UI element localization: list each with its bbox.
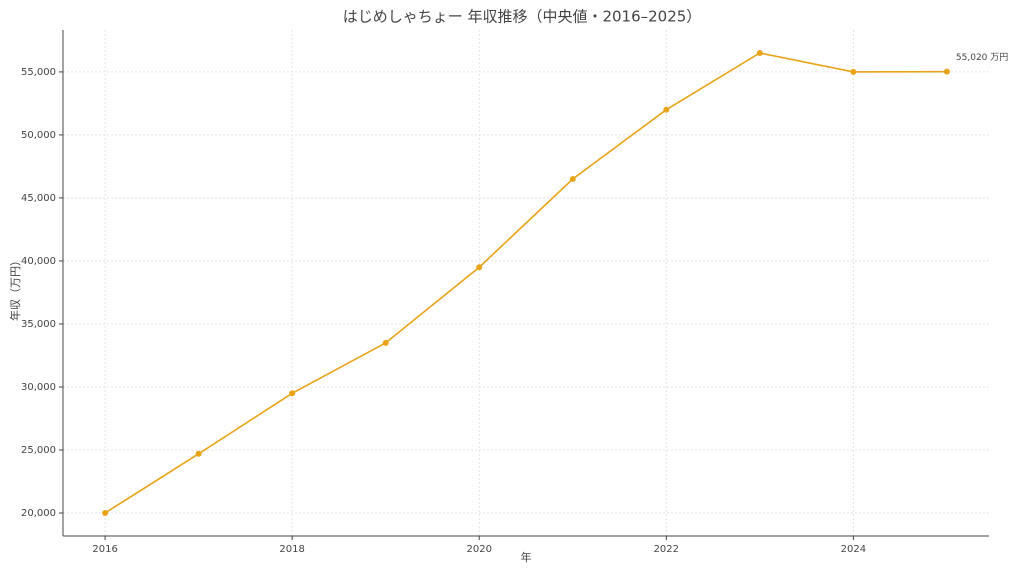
y-tick-label: 30,000 [21,382,56,393]
data-point [382,339,389,346]
data-point [943,68,950,75]
y-tick-label: 35,000 [21,319,56,330]
y-axis-label: 年収（万円） [8,255,22,321]
data-point [663,106,670,113]
chart-title: はじめしゃちょー 年収推移（中央値・2016–2025） [343,8,702,26]
data-point [850,68,857,75]
x-tick-label: 2024 [841,544,866,555]
data-point [756,50,763,56]
x-tick-label: 2018 [279,544,304,555]
data-label: 55,020 万円 [956,52,1008,63]
x-tick-label: 2022 [654,544,679,555]
y-tick-label: 40,000 [21,256,56,267]
data-point [476,264,483,271]
y-tick-label: 50,000 [21,130,56,141]
x-tick-label: 2016 [92,544,117,555]
series-line [104,52,947,514]
data-point [289,390,296,397]
y-tick-label: 55,000 [21,67,56,78]
y-tick-label: 45,000 [21,193,56,204]
y-tick-label: 25,000 [21,445,56,456]
data-point [102,510,109,516]
data-point [195,450,202,457]
x-tick-label: 2020 [467,544,492,555]
data-point [569,176,576,183]
x-axis-label: 年 [521,550,532,564]
y-tick-label: 20,000 [21,508,56,519]
